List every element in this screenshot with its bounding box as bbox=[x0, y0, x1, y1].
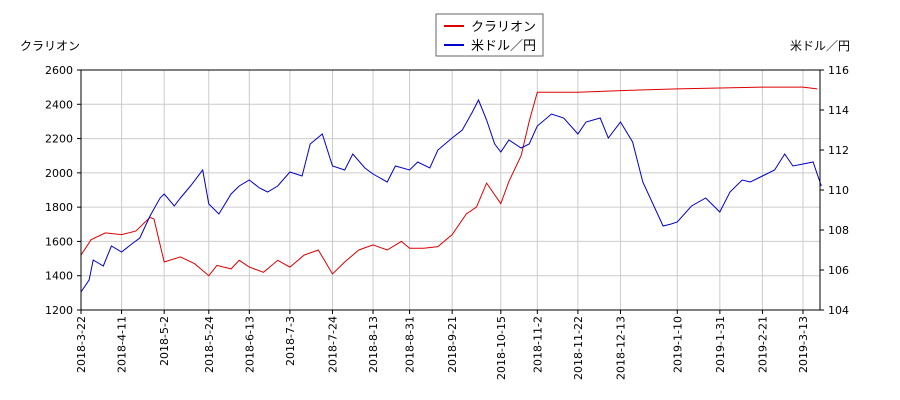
right-tick-label: 106 bbox=[828, 264, 849, 277]
right-tick-label: 116 bbox=[828, 64, 849, 77]
x-tick-label: 2019-1-10 bbox=[671, 316, 684, 373]
series-line-usdjpy bbox=[80, 98, 822, 293]
legend-box bbox=[435, 13, 544, 57]
left-tick-label: 2400 bbox=[45, 98, 73, 111]
right-axis-title: 米ドル／円 bbox=[790, 39, 850, 53]
right-tick-label: 112 bbox=[828, 144, 849, 157]
x-tick-label: 2018-5-2 bbox=[158, 316, 171, 366]
x-tick-label: 2019-2-21 bbox=[756, 316, 769, 373]
left-tick-label: 1400 bbox=[45, 270, 73, 283]
legend: クラリオン 米ドル／円 bbox=[435, 13, 544, 57]
x-tick-label: 2018-11-2 bbox=[531, 316, 544, 373]
x-tick-label: 2018-3-22 bbox=[75, 316, 88, 373]
legend-label-usdjpy: 米ドル／円 bbox=[471, 39, 536, 54]
x-tick-label: 2018-4-11 bbox=[116, 316, 129, 373]
series-line-clarion bbox=[80, 86, 818, 277]
left-tick-label: 1600 bbox=[45, 235, 73, 248]
x-tick-label: 2018-5-24 bbox=[203, 316, 216, 373]
x-tick-label: 2018-8-31 bbox=[404, 316, 417, 373]
x-tick-label: 2019-3-13 bbox=[797, 316, 810, 373]
left-tick-label: 2200 bbox=[45, 133, 73, 146]
right-tick-label: 114 bbox=[828, 104, 849, 117]
x-tick-label: 2018-11-22 bbox=[572, 316, 585, 380]
x-tick-label: 2019-1-31 bbox=[714, 316, 727, 373]
left-axis-title: クラリオン bbox=[20, 39, 80, 53]
x-tick-label: 2018-7-24 bbox=[326, 316, 339, 373]
right-tick-label: 104 bbox=[828, 304, 849, 317]
legend-label-clarion: クラリオン bbox=[471, 20, 536, 35]
x-tick-label: 2018-6-13 bbox=[243, 316, 256, 373]
left-tick-label: 1800 bbox=[45, 201, 73, 214]
x-tick-label: 2018-9-21 bbox=[446, 316, 459, 373]
left-tick-label: 2600 bbox=[45, 64, 73, 77]
x-tick-label: 2018-7-3 bbox=[284, 316, 297, 366]
right-tick-label: 110 bbox=[828, 184, 849, 197]
x-tick-label: 2018-12-13 bbox=[614, 316, 627, 380]
x-tick-label: 2018-8-13 bbox=[367, 316, 380, 373]
left-tick-label: 2000 bbox=[45, 167, 73, 180]
x-tick-label: 2018-10-15 bbox=[495, 316, 508, 380]
right-tick-label: 108 bbox=[828, 224, 849, 237]
plot-frame bbox=[80, 69, 821, 311]
left-tick-label: 1200 bbox=[45, 304, 73, 317]
